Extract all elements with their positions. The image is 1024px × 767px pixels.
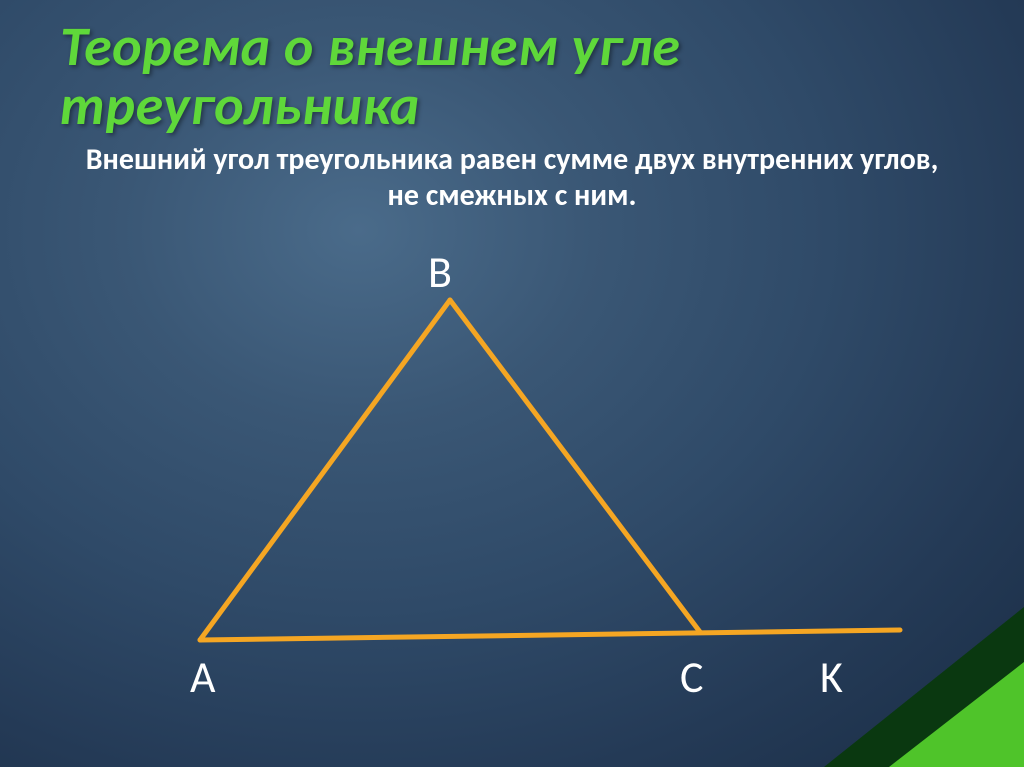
vertex-label-K: K bbox=[820, 650, 843, 704]
vertex-label-B: B bbox=[428, 245, 452, 299]
vertex-label-C: C bbox=[680, 650, 703, 704]
segment-AB bbox=[200, 300, 450, 640]
slide-title: Теорема о внешнем угле треугольника bbox=[0, 0, 1024, 136]
slide-subtitle: Внешний угол треугольника равен сумме дв… bbox=[0, 136, 1024, 214]
segment-BC bbox=[450, 300, 700, 632]
corner-decoration bbox=[824, 607, 1024, 767]
segment-AK bbox=[200, 630, 900, 640]
vertex-label-A: A bbox=[190, 650, 215, 704]
